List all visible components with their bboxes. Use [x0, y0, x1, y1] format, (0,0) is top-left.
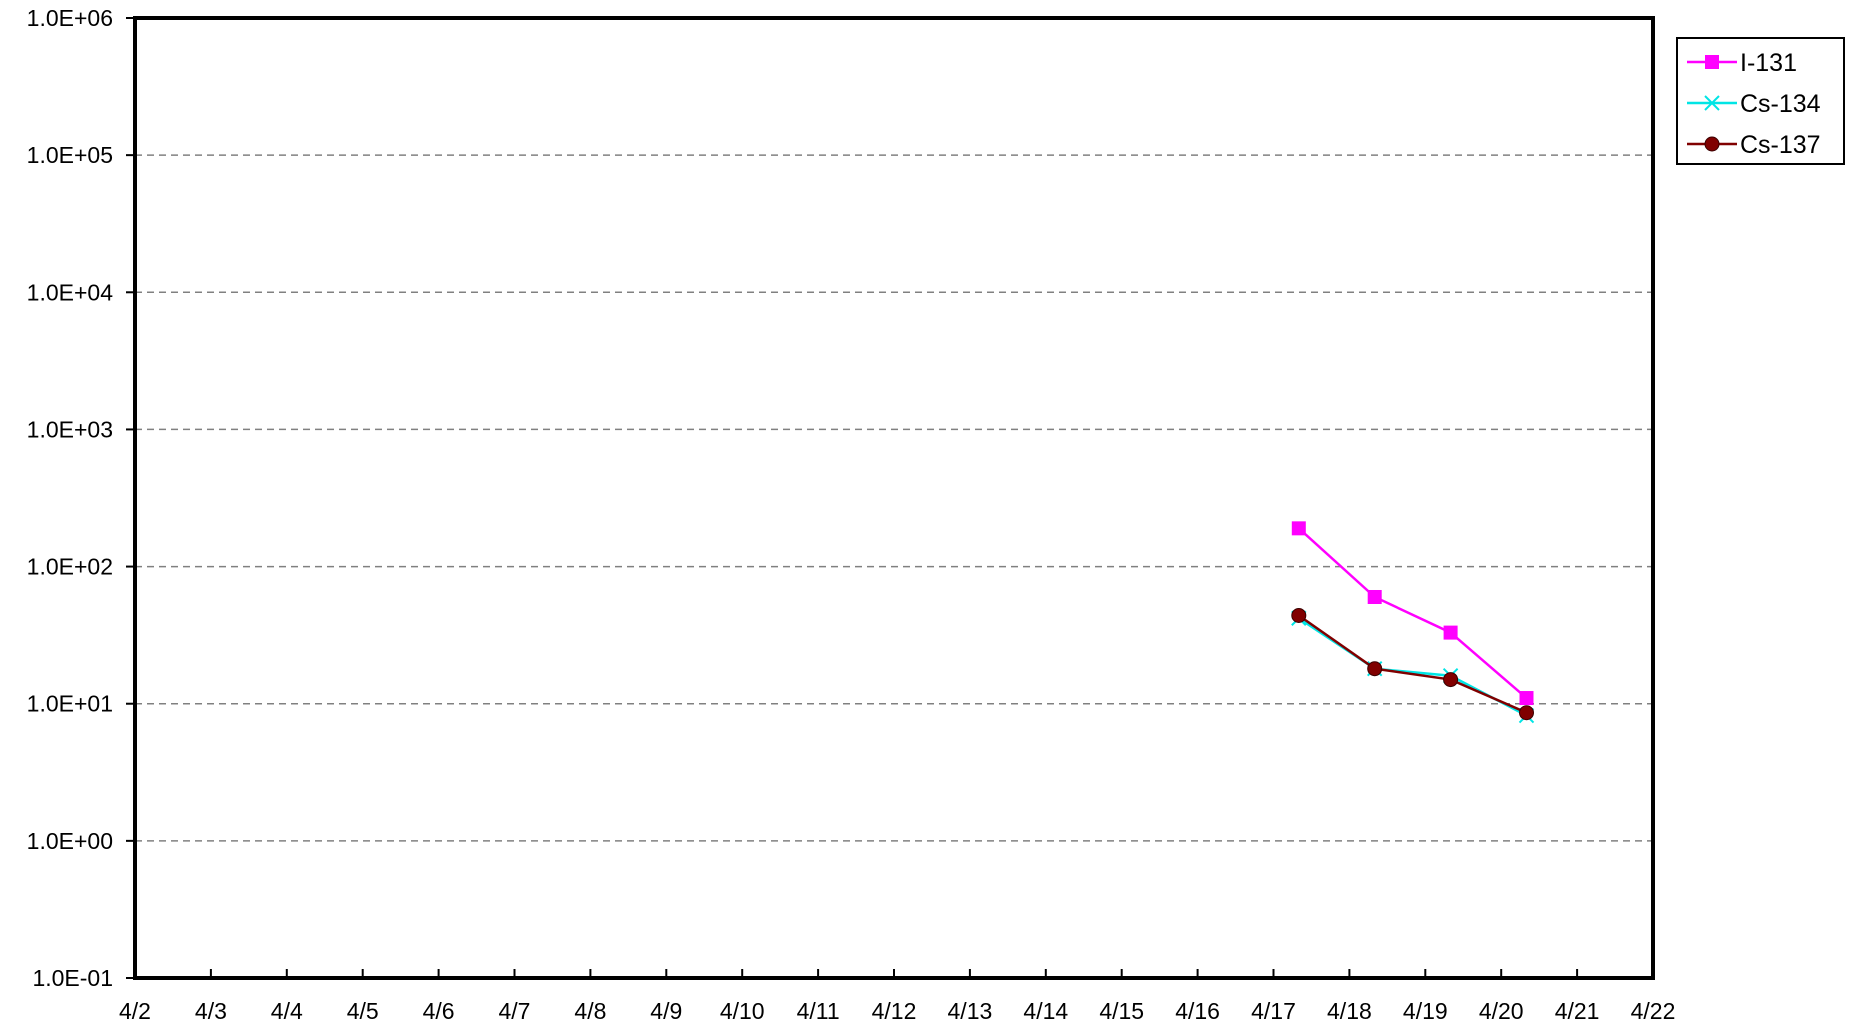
x-tick-label: 4/5	[347, 998, 379, 1024]
series-line	[1298, 617, 1528, 717]
legend-item-cs-134: Cs-134	[1687, 90, 1821, 118]
series-cs-137	[1291, 607, 1534, 721]
x-tick-label: 4/4	[271, 998, 303, 1024]
x-tick-label: 4/7	[499, 998, 531, 1024]
x-tick-label: 4/6	[423, 998, 455, 1024]
x-tick-label: 4/15	[1099, 998, 1144, 1024]
y-tick-label: 1.0E-01	[32, 965, 113, 991]
y-tick-label: 1.0E+04	[27, 279, 114, 305]
data-point-marker	[1519, 691, 1534, 706]
legend: I-131 Cs-134 Cs-137	[1676, 37, 1845, 165]
series-cs-134	[1291, 610, 1535, 724]
y-tick-label: 1.0E+01	[27, 691, 113, 717]
x-tick-label: 4/16	[1175, 998, 1220, 1024]
data-point-marker	[1367, 589, 1382, 604]
data-point-marker	[1367, 661, 1383, 677]
data-point-marker	[1291, 607, 1307, 623]
legend-label: I-131	[1740, 49, 1797, 77]
y-tick-label: 1.0E+02	[27, 554, 113, 580]
legend-box	[1676, 37, 1845, 165]
grid-lines	[135, 154, 1653, 842]
series-line	[1298, 614, 1528, 714]
legend-item-i-131: I-131	[1687, 49, 1797, 77]
plot-area-frame	[133, 16, 1655, 980]
x-tick-label: 4/21	[1555, 998, 1600, 1024]
legend-label: Cs-134	[1740, 90, 1821, 118]
x-tick-label: 4/2	[119, 998, 151, 1024]
x-tick-label: 4/12	[872, 998, 917, 1024]
data-series	[1291, 521, 1535, 724]
x-tick-label: 4/20	[1479, 998, 1524, 1024]
x-tick-label: 4/17	[1251, 998, 1296, 1024]
x-tick-label: 4/9	[650, 998, 682, 1024]
legend-item-cs-137: Cs-137	[1687, 131, 1821, 159]
x-tick-label: 4/19	[1403, 998, 1448, 1024]
series-i-131	[1291, 521, 1534, 706]
y-tick-label: 1.0E+00	[27, 828, 113, 854]
legend-label: Cs-137	[1740, 131, 1821, 159]
data-point-marker	[1291, 521, 1306, 536]
x-tick-label: 4/3	[195, 998, 227, 1024]
x-tick-label: 4/13	[948, 998, 993, 1024]
x-tick-label: 4/14	[1023, 998, 1068, 1024]
series-line	[1297, 527, 1528, 699]
y-tick-label: 1.0E+05	[27, 142, 113, 168]
x-axis-ticks: 4/2 4/3 4/4 4/5 4/6 4/7 4/8 4/9 4/10 4/11 4/12 4/13…	[119, 969, 1675, 1024]
x-tick-label: 4/22	[1631, 998, 1676, 1024]
x-tick-label: 4/8	[574, 998, 606, 1024]
x-tick-label: 4/10	[720, 998, 765, 1024]
y-axis-ticks: 1.0E+06 1.0E+05 1.0E+04 1.0E+03 1.0E+02 1.0E+…	[27, 5, 135, 991]
data-point-marker	[1704, 136, 1720, 152]
data-point-marker	[1705, 55, 1719, 69]
y-tick-label: 1.0E+03	[27, 416, 113, 442]
data-point-marker	[1704, 95, 1720, 111]
x-tick-label: 4/18	[1327, 998, 1372, 1024]
data-point-marker	[1443, 625, 1458, 640]
x-tick-label: 4/11	[797, 998, 840, 1024]
data-point-marker	[1443, 672, 1459, 688]
y-tick-label: 1.0E+06	[27, 5, 113, 31]
data-point-marker	[1519, 705, 1534, 721]
